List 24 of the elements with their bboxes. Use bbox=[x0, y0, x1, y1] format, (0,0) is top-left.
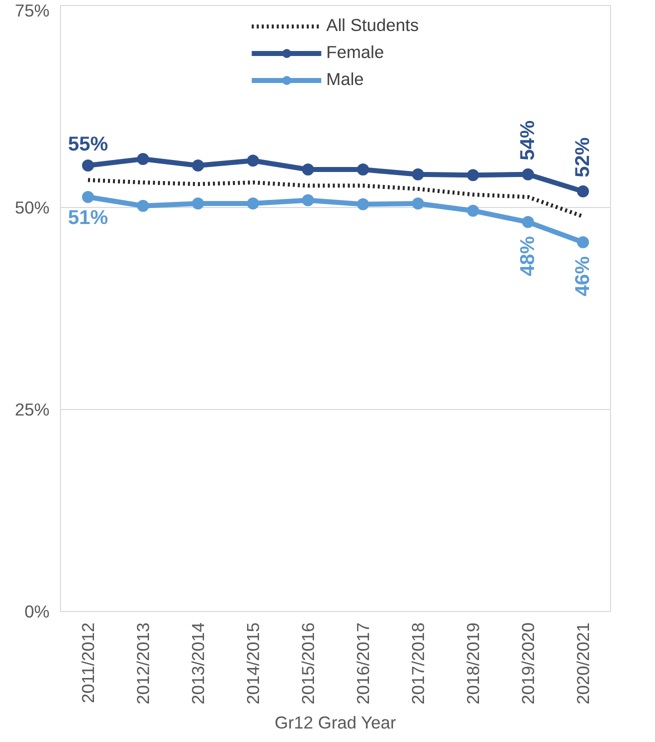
data-label: 52% bbox=[572, 137, 594, 178]
data-label: 51% bbox=[68, 206, 108, 229]
x-tick-label: 2012/2013 bbox=[133, 622, 153, 704]
x-tick-label: 2020/2021 bbox=[573, 622, 593, 704]
data-label: 55% bbox=[68, 133, 108, 156]
x-tick-label: 2013/2014 bbox=[188, 622, 208, 704]
data-label: 46% bbox=[572, 256, 594, 296]
x-axis-title: Gr12 Grad Year bbox=[274, 712, 396, 732]
x-tick-label: 2018/2019 bbox=[463, 622, 483, 704]
y-tick-label: 0% bbox=[24, 602, 50, 622]
legend-label: All Students bbox=[326, 15, 419, 36]
y-tick-label: 25% bbox=[14, 400, 50, 420]
x-tick-label: 2016/2017 bbox=[353, 622, 373, 704]
legend-label: Male bbox=[326, 69, 364, 90]
x-tick-label: 2015/2016 bbox=[298, 622, 318, 704]
y-tick-label: 75% bbox=[14, 0, 50, 20]
x-tick-label: 2014/2015 bbox=[243, 622, 263, 704]
x-tick-label: 2011/2012 bbox=[78, 622, 98, 704]
x-tick-label: 2019/2020 bbox=[518, 622, 538, 704]
data-label: 54% bbox=[517, 120, 539, 160]
x-tick-label: 2017/2018 bbox=[408, 622, 428, 704]
y-tick-label: 50% bbox=[14, 198, 50, 218]
legend-label: Female bbox=[326, 42, 384, 63]
data-label: 48% bbox=[517, 236, 539, 276]
